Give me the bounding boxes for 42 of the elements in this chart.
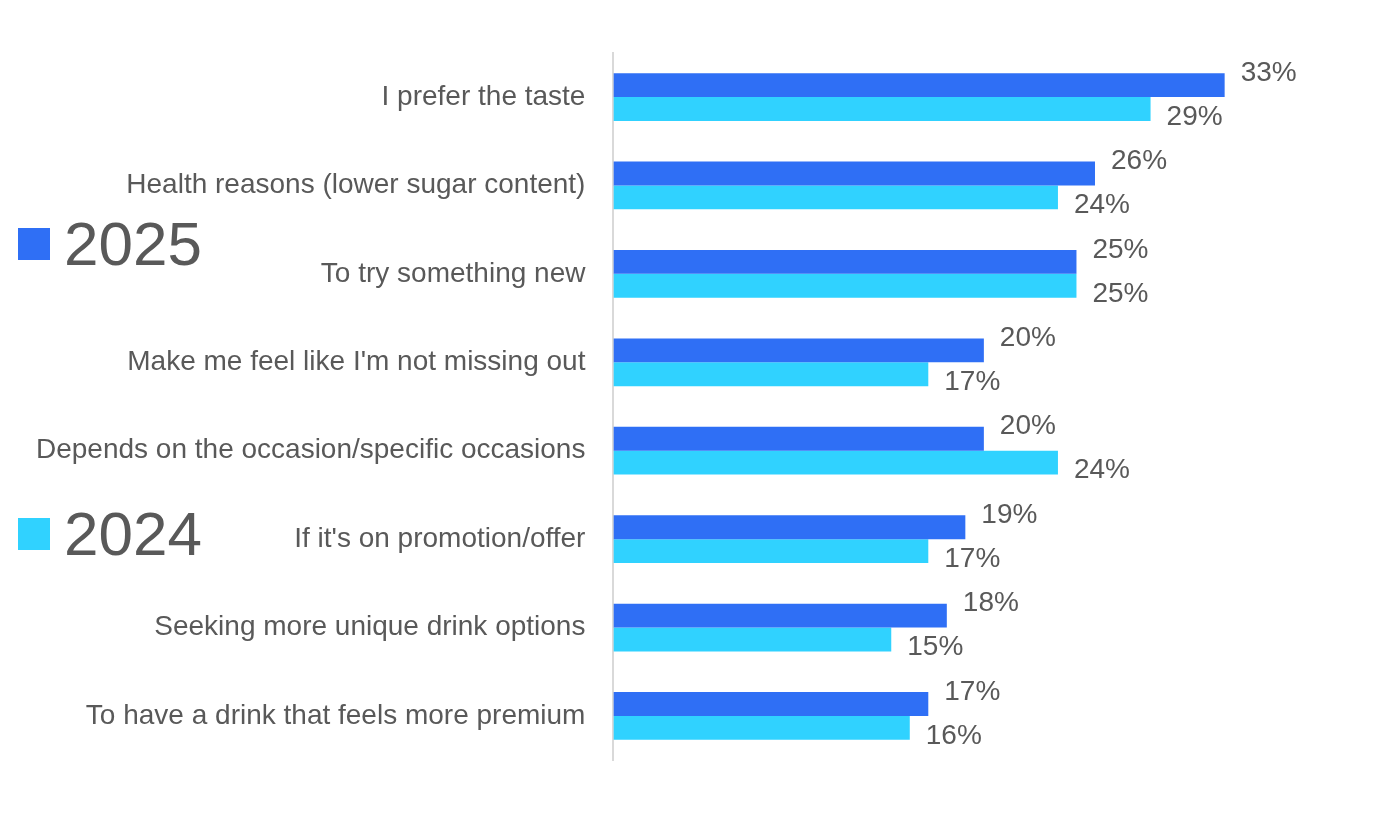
bar <box>613 627 892 652</box>
bar <box>613 362 929 387</box>
data-label: 16% <box>925 718 982 750</box>
data-label: 18% <box>962 586 1019 618</box>
y-tick-label: Depends on the occasion/specific occasions <box>35 433 586 465</box>
data-label: 26% <box>1110 144 1168 176</box>
data-label: 29% <box>1166 99 1223 131</box>
bar <box>613 73 1225 98</box>
y-tick-label: I prefer the taste <box>381 79 586 111</box>
bar <box>613 185 1058 210</box>
bar <box>613 161 1095 186</box>
bar <box>613 426 984 451</box>
bar <box>613 273 1077 298</box>
legend-label: 2025 <box>64 209 202 278</box>
data-label: 25% <box>1092 232 1149 264</box>
bar <box>613 539 929 564</box>
bar <box>613 515 966 540</box>
data-label: 25% <box>1092 276 1149 308</box>
data-label: 17% <box>944 674 1001 706</box>
data-label: 20% <box>999 409 1056 441</box>
data-label: 24% <box>1073 453 1130 485</box>
bar <box>613 603 947 628</box>
y-tick-label: If it's on promotion/offer <box>294 521 586 553</box>
bar <box>613 450 1058 475</box>
y-tick-label: To try something new <box>320 256 587 288</box>
legend-label: 2024 <box>64 499 202 568</box>
bar <box>613 97 1151 121</box>
data-label: 24% <box>1073 188 1130 220</box>
y-tick-label: Health reasons (lower sugar content) <box>126 168 586 200</box>
data-label: 19% <box>981 497 1038 529</box>
data-label: 15% <box>907 630 964 662</box>
bar <box>613 338 984 363</box>
bar <box>613 715 910 740</box>
data-label: 20% <box>999 321 1056 353</box>
y-tick-label: To have a drink that feels more premium <box>85 698 586 730</box>
data-label: 33% <box>1240 55 1297 87</box>
y-tick-label: Make me feel like I'm not missing out <box>127 345 586 377</box>
bar <box>613 692 929 716</box>
bar <box>613 249 1077 274</box>
y-tick-label: Seeking more unique drink options <box>154 610 586 642</box>
data-label: 17% <box>944 364 1001 396</box>
data-label: 17% <box>944 541 1001 573</box>
